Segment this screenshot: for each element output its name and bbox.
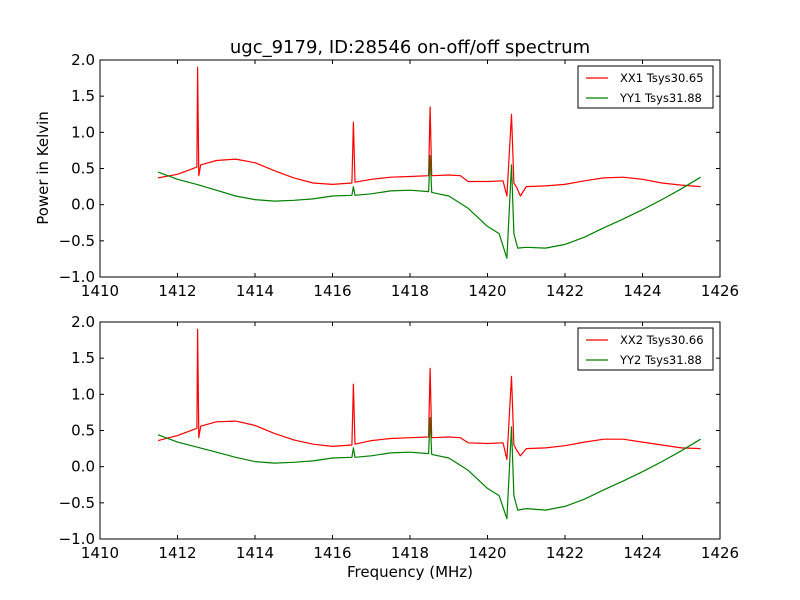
legend-label: YY2 Tsys31.88 <box>619 353 702 367</box>
series-line-yy <box>157 154 701 259</box>
legend-box <box>577 65 714 109</box>
y-tick-label: 0.0 <box>71 458 95 476</box>
legend-label: XX1 Tsys30.65 <box>620 71 704 85</box>
y-tick-label: 1.0 <box>71 123 95 141</box>
legend-label: YY1 Tsys31.88 <box>619 91 702 105</box>
legend: XX1 Tsys30.65 YY1 Tsys31.88 <box>577 65 714 109</box>
legend-box <box>577 327 714 371</box>
x-tick-label: 1412 <box>158 544 196 562</box>
x-tick-label: 1420 <box>468 282 506 300</box>
upper-spectrum-panel: 1410 1412 1414 1416 1418 1420 1422 1424 1426 2.0 1… <box>59 51 740 300</box>
x-tick-label: 1422 <box>546 282 584 300</box>
x-axis-label: Frequency (MHz) <box>347 563 473 581</box>
x-tick-label: 1412 <box>158 282 196 300</box>
y-tick-label: −0.5 <box>59 494 95 512</box>
y-tick-label: 2.0 <box>71 51 95 69</box>
y-tick-label: 0.5 <box>71 422 95 440</box>
x-tick-label: 1426 <box>701 282 739 300</box>
y-tick-label: 2.0 <box>71 313 95 331</box>
lower-spectrum-panel: 1410 1412 1414 1416 1418 1420 1422 1424 1426 2.0 1… <box>59 313 740 562</box>
y-tick-label: −1.0 <box>59 268 95 286</box>
y-tick-label: −0.5 <box>59 232 95 250</box>
x-tick-label: 1414 <box>236 282 274 300</box>
x-tick-label: 1410 <box>81 282 119 300</box>
x-tick-label: 1410 <box>81 544 119 562</box>
series-line-xx <box>157 66 701 197</box>
x-tick-label: 1422 <box>546 544 584 562</box>
y-tick-label: 0.5 <box>71 160 95 178</box>
y-tick-label: 1.0 <box>71 385 95 403</box>
chart-title: ugc_9179, ID:28546 on-off/off spectrum <box>230 37 590 58</box>
x-tick-label: 1414 <box>236 544 274 562</box>
x-tick-label: 1424 <box>623 282 661 300</box>
y-tick-label: 0.0 <box>71 196 95 214</box>
y-axis-label: Power in Kelvin <box>34 111 52 225</box>
x-tick-label: 1418 <box>391 282 429 300</box>
legend: XX2 Tsys30.66 YY2 Tsys31.88 <box>577 327 714 371</box>
x-tick-label: 1426 <box>701 544 739 562</box>
series-line-xx <box>157 328 701 460</box>
x-tick-label: 1416 <box>313 282 351 300</box>
x-tick-label: 1424 <box>623 544 661 562</box>
x-tick-label: 1416 <box>313 544 351 562</box>
y-tick-label: 1.5 <box>71 87 95 105</box>
x-tick-label: 1418 <box>391 544 429 562</box>
legend-label: XX2 Tsys30.66 <box>620 333 704 347</box>
series-line-yy <box>157 416 701 520</box>
x-tick-label: 1420 <box>468 544 506 562</box>
y-tick-label: −1.0 <box>59 530 95 548</box>
y-tick-label: 1.5 <box>71 349 95 367</box>
